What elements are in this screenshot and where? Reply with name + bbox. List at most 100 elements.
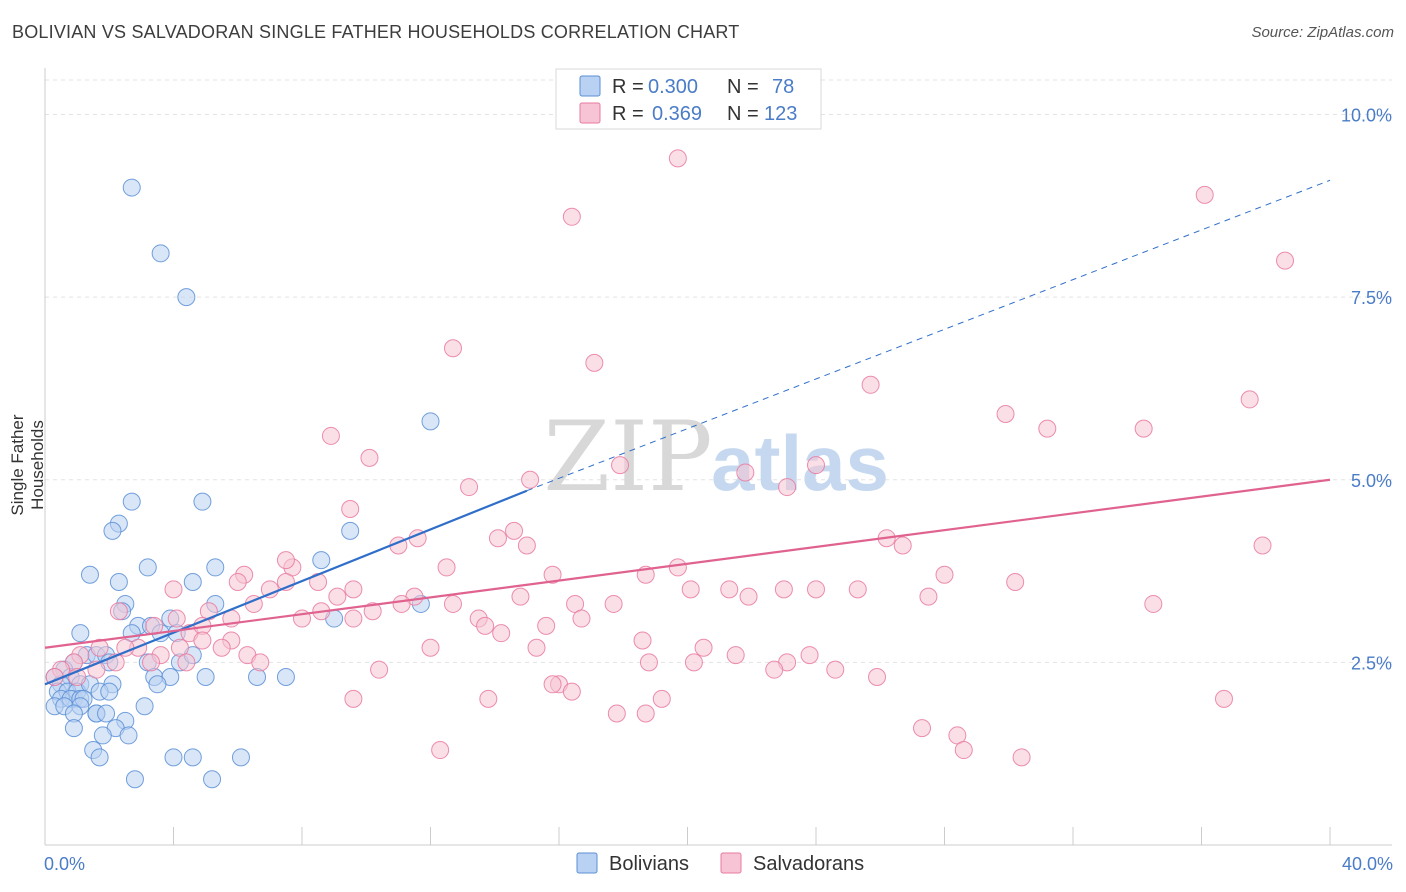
stats-swatch-bolivians <box>579 75 601 97</box>
salvadorans-point <box>1134 419 1153 438</box>
stats-r-label: R = <box>612 76 644 98</box>
bolivians-point <box>183 748 202 767</box>
bolivians-point <box>312 551 331 570</box>
stats-n-label: N = <box>727 103 759 125</box>
salvadorans-point <box>1144 594 1163 613</box>
bolivians-point <box>125 770 144 789</box>
stats-n-value: 78 <box>772 76 794 98</box>
bolivians-point <box>122 178 141 197</box>
stats-r-value: 0.300 <box>648 76 698 98</box>
salvadorans-point <box>607 704 626 723</box>
salvadorans-point <box>604 594 623 613</box>
stats-r-value: 0.369 <box>652 103 702 125</box>
legend-label-bolivians: Bolivians <box>609 853 689 875</box>
salvadorans-point <box>212 638 231 657</box>
salvadorans-point <box>421 638 440 657</box>
watermark-zip: ZIP <box>543 401 712 513</box>
salvadorans-point <box>807 456 825 475</box>
salvadorans-point <box>328 587 347 606</box>
legend-swatch-bolivians <box>576 852 598 874</box>
salvadorans-point <box>1038 419 1057 438</box>
salvadorans-point <box>1240 390 1259 409</box>
salvadorans-point <box>633 631 652 650</box>
bolivians-point <box>80 565 99 584</box>
salvadorans-point <box>1276 251 1295 270</box>
salvadorans-point <box>736 463 755 482</box>
salvadorans-point <box>521 470 540 489</box>
salvadorans-point <box>1253 536 1272 555</box>
salvadorans-point <box>848 580 867 599</box>
bolivians-point <box>109 573 128 592</box>
salvadorans-point <box>893 536 912 555</box>
bolivians-point <box>93 726 112 745</box>
salvadorans-point <box>1006 573 1025 592</box>
x-tick-label: 40.0% <box>1342 854 1393 874</box>
bolivians-point <box>177 288 196 307</box>
bolivians-point <box>248 667 267 686</box>
salvadorans-point <box>193 631 212 650</box>
stats-legend: R = 0.300 N = 78 R = 0.369 N = 123 <box>555 68 822 130</box>
salvadorans-point <box>572 609 591 628</box>
salvadorans-point <box>505 521 524 540</box>
salvadorans-point <box>778 478 797 497</box>
bolivians-point <box>90 748 109 767</box>
bolivians-trend-extension <box>526 179 1331 492</box>
salvadorans-point <box>177 653 196 672</box>
salvadorans-point <box>537 616 556 635</box>
salvadorans-point <box>913 719 932 738</box>
salvadorans-point <box>765 660 784 679</box>
stats-n-value: 123 <box>764 103 797 125</box>
bolivians-point <box>119 726 138 745</box>
bolivians-point <box>135 697 154 716</box>
bolivians-point <box>151 244 170 263</box>
salvadorans-point <box>543 565 562 584</box>
bolivians-point <box>231 748 250 767</box>
salvadorans-point <box>517 536 536 555</box>
bolivians-point <box>103 521 122 540</box>
salvadorans-point <box>652 689 671 708</box>
salvadorans-point <box>443 339 462 358</box>
trend-lines <box>44 179 1331 686</box>
salvadorans-point <box>276 551 295 570</box>
axes <box>44 68 1392 846</box>
salvadorans-point <box>739 587 758 606</box>
bolivians-point <box>206 558 225 577</box>
salvadorans-point <box>344 580 363 599</box>
salvadorans-point <box>639 653 658 672</box>
y-tick-label: 2.5% <box>1351 653 1392 673</box>
bolivians-point <box>193 492 212 511</box>
salvadorans-point <box>668 558 687 577</box>
salvadorans-point <box>431 741 450 760</box>
bolivians-point <box>71 624 90 643</box>
y-tick-labels: 2.5% 5.0% 7.5% 10.0% <box>1341 106 1392 674</box>
salvadorans-point <box>954 741 973 760</box>
salvadorans-point <box>437 558 456 577</box>
salvadorans-point <box>488 529 507 548</box>
salvadorans-point <box>260 580 279 599</box>
salvadorans-trend-line <box>44 478 1331 649</box>
legend-swatch-salvadorans <box>720 852 742 874</box>
y-tick-label: 7.5% <box>1351 288 1392 308</box>
salvadorans-point <box>684 653 703 672</box>
bolivians-point <box>164 748 183 767</box>
bolivians-point <box>276 667 295 686</box>
salvadorans-point <box>774 580 793 599</box>
bolivians-trend-line <box>44 489 528 686</box>
x-tick-label: 0.0% <box>44 854 85 874</box>
bolivians-point <box>148 675 167 694</box>
salvadorans-point <box>344 609 363 628</box>
salvadorans-point <box>1214 689 1233 708</box>
bolivians-point <box>196 667 215 686</box>
bolivians-point <box>100 682 119 701</box>
salvadorans-point <box>142 653 161 672</box>
salvadorans-point <box>443 594 462 613</box>
salvadorans-point <box>694 638 713 657</box>
salvadorans-point <box>935 565 954 584</box>
salvadorans-point <box>476 616 495 635</box>
salvadorans-point <box>826 660 845 679</box>
salvadorans-point <box>511 587 530 606</box>
salvadorans-point <box>807 580 825 599</box>
stats-swatch-salvadorans <box>579 102 601 124</box>
salvadorans-point <box>562 682 581 701</box>
